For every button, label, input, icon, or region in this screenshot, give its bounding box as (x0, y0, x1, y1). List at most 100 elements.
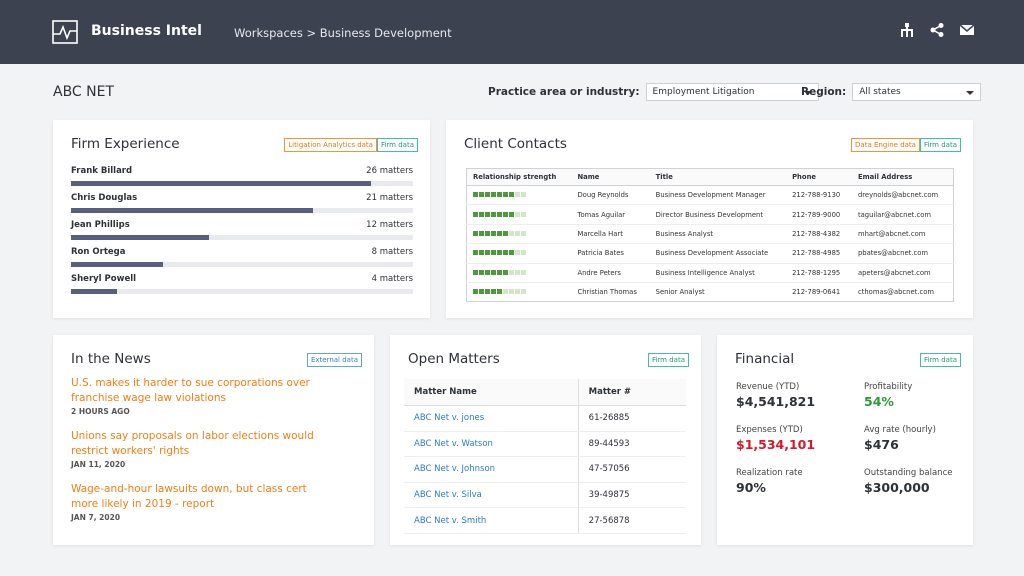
strength-square (509, 269, 514, 275)
contact-email: pbates@abcnet.com (851, 243, 954, 264)
matter-number: 47-57056 (578, 456, 686, 483)
metric: Revenue (YTD) $4,541,821 (736, 382, 846, 409)
strength-meter (473, 191, 527, 199)
bar-track (71, 289, 413, 294)
matter-name[interactable]: ABC Net v. Johnson (404, 456, 579, 483)
matter-name[interactable]: ABC Net v. Silva (404, 482, 579, 509)
contact-name: Patricia Bates (571, 243, 650, 264)
attorney-name: Jean Phillips (71, 220, 130, 230)
contact-title: Business Development Manager (649, 184, 787, 205)
contact-name: Andre Peters (571, 262, 650, 283)
strength-square (473, 230, 478, 236)
tag: Firm data (647, 353, 689, 367)
strength-square (479, 230, 484, 236)
strength-cell (466, 281, 572, 302)
news-card: In the News External data U.S. makes it … (53, 335, 374, 545)
strength-square (497, 230, 502, 236)
tag: External data (306, 353, 362, 367)
metric: Realization rate 90% (736, 468, 846, 495)
filter-label: Practice area or industry: (488, 86, 640, 98)
strength-square (497, 250, 502, 256)
strength-square (509, 230, 514, 236)
app-name[interactable]: Business Intel (91, 23, 202, 39)
contact-row: Doug Reynolds Business Development Manage… (466, 184, 954, 205)
firm-experience-card: Firm Experience Litigation Analytics dat… (53, 120, 430, 318)
bar-track (71, 181, 413, 186)
financial-card: Financial Firm data Revenue (YTD) $4,541,… (717, 335, 973, 545)
tag: Data Engine data (851, 138, 920, 152)
hierarchy-icon[interactable] (900, 23, 914, 37)
strength-meter (473, 249, 527, 257)
headline[interactable]: Unions say proposals on labor elections … (71, 430, 314, 457)
matter-number: 89-44593 (578, 431, 686, 458)
metric: Outstanding balance $300,000 (864, 468, 974, 495)
matter-name[interactable]: ABC Net v. Smith (404, 507, 579, 534)
strength-square (515, 250, 520, 256)
matter-count: 26 matters (366, 166, 413, 176)
matter-name[interactable]: ABC Net v. jones (404, 405, 579, 432)
contact-email: taguilar@abcnet.com (851, 204, 954, 225)
filter: Practice area or industry: Employment Lit… (488, 83, 819, 101)
metric-label: Avg rate (hourly) (864, 425, 936, 435)
strength-square (485, 289, 490, 295)
bar (71, 289, 118, 294)
contact-row: Patricia Bates Business Development Assoc… (466, 243, 954, 264)
contact-email: mhart@abcnet.com (851, 223, 954, 244)
bar (71, 235, 210, 240)
bar-track (71, 262, 413, 267)
headline[interactable]: Wage-and-hour lawsuits down, but class c… (71, 483, 307, 510)
contact-title: Director Business Development (649, 204, 787, 225)
bar (71, 181, 371, 186)
contact-row: Marcella Hart Business Analyst 212-788-438… (466, 223, 954, 244)
column-header: Relationship strength (466, 168, 572, 186)
news-date: JAN 11, 2020 (71, 460, 126, 469)
headline[interactable]: U.S. makes it harder to sue corporations… (71, 377, 310, 404)
strength-square (479, 250, 484, 256)
attorney-name: Frank Billard (71, 166, 133, 176)
card-title: Financial (735, 351, 795, 367)
tags: Data Engine data Firm data (851, 138, 961, 152)
strength-meter (473, 211, 527, 219)
header-row: Matter Name Matter # (404, 379, 686, 406)
strength-square (521, 230, 526, 236)
dropdown[interactable]: Employment Litigation (645, 83, 819, 101)
news-date: JAN 7, 2020 (71, 513, 121, 522)
breadcrumb[interactable]: Workspaces > Business Development (234, 26, 452, 40)
strength-square (497, 211, 502, 217)
card-title: Firm Experience (71, 136, 180, 152)
contacts-table: Relationship strength Name Title Phone Email… (466, 168, 954, 303)
contact-title: Business Intelligence Analyst (649, 262, 787, 283)
logo (52, 20, 78, 44)
matter-count: 21 matters (366, 193, 413, 203)
metric-value: $300,000 (864, 480, 930, 495)
dropdown[interactable]: All states (852, 83, 982, 101)
card-title: In the News (71, 351, 151, 367)
matter-number: 27-56878 (578, 507, 686, 534)
matter-name[interactable]: ABC Net v. Watson (404, 431, 579, 458)
mail-icon[interactable] (960, 23, 974, 37)
experience-row: Chris Douglas 21 matters (71, 193, 413, 215)
tag: Firm data (919, 138, 961, 152)
contact-phone: 212-789-9000 (786, 204, 852, 225)
matter-row: ABC Net v. jones 61-26885 (404, 405, 686, 432)
strength-square (497, 289, 502, 295)
contact-row: Andre Peters Business Intelligence Analys… (466, 262, 954, 283)
strength-square (485, 211, 490, 217)
share-icon[interactable] (930, 23, 944, 37)
matter-number: 61-26885 (578, 405, 686, 432)
tag: Firm data (376, 138, 418, 152)
strength-square (521, 192, 526, 198)
tags: Litigation Analytics data Firm data (284, 138, 418, 152)
attorney-name: Sheryl Powell (71, 274, 137, 284)
strength-square (491, 269, 496, 275)
filter-label: Region: (801, 86, 847, 98)
metric-value: 54% (864, 394, 894, 409)
news-item: U.S. makes it harder to sue corporations… (71, 376, 331, 416)
matter-count: 12 matters (366, 220, 413, 230)
matter-row: ABC Net v. Silva 39-49875 (404, 482, 686, 509)
strength-square (479, 211, 484, 217)
tags: Firm data (647, 353, 689, 367)
contact-title: Business Development Associate (649, 243, 787, 264)
